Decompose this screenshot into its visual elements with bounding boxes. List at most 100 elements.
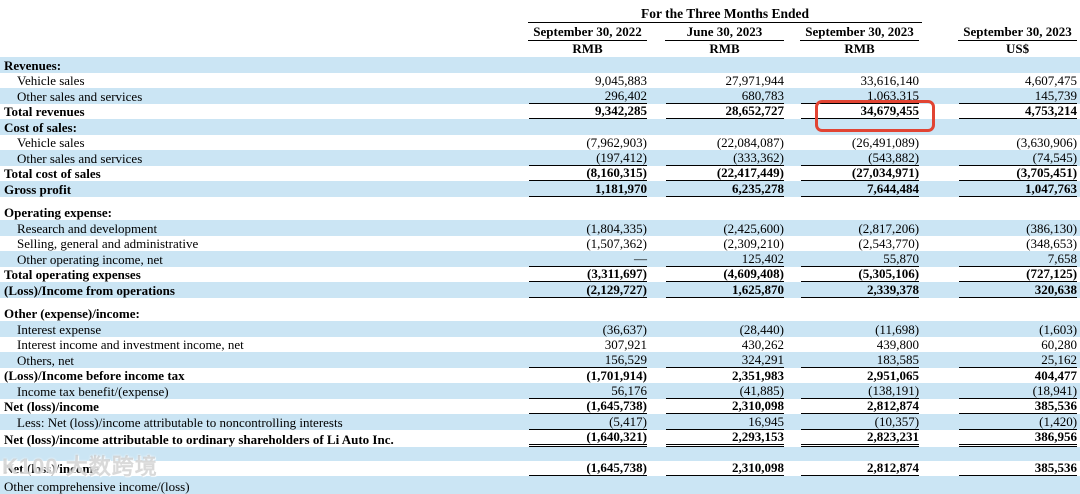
cell-value: (348,653) — [1026, 236, 1078, 251]
table-row: Total operating expenses (3,311,697) (4,60… — [0, 266, 1080, 282]
cell-value: 296,402 — [529, 89, 647, 104]
cell-value: (5,417) — [529, 415, 647, 430]
cell-value: 34,679,455 — [801, 104, 920, 119]
row-label: Other comprehensive income/(loss) — [4, 479, 190, 494]
table-row: Less: Net (loss)/income attributable to … — [0, 414, 1080, 430]
cell-value — [959, 131, 1077, 132]
cell-value: 2,310,098 — [666, 461, 784, 476]
table-row: Other sales and services 296,402 680,783 1,… — [0, 88, 1080, 104]
table-row: Vehicle sales (7,962,903) (22,084,087) (26,… — [0, 134, 1080, 150]
cell-value: 56,176 — [529, 384, 647, 399]
cell-value: 320,638 — [959, 283, 1078, 298]
cell-value: (8,160,315) — [529, 166, 647, 181]
table-row: Net (loss)/income (1,645,738) 2,310,098 2,8… — [0, 460, 1080, 476]
cell-value: (36,637) — [602, 321, 647, 337]
cell-value — [666, 216, 784, 217]
table-row: Interest expense (36,637) (28,440) (11,698)… — [0, 321, 1080, 337]
table-row: Interest income and investment income, n… — [0, 336, 1080, 352]
cell-value: 430,262 — [741, 337, 784, 352]
row-label: (Loss)/Income before income tax — [4, 368, 185, 383]
cell-value — [666, 131, 784, 132]
table-row: Total cost of sales (8,160,315) (22,417,44… — [0, 165, 1080, 181]
cell-value: 2,339,378 — [801, 283, 920, 298]
row-label: Net (loss)/income attributable to ordina… — [4, 431, 394, 447]
table-row: Others, net 156,529 324,291 183,585 25,162 — [0, 352, 1080, 368]
row-label: Research and development — [17, 220, 158, 236]
cell-value: 1,181,970 — [529, 182, 647, 197]
cell-value — [529, 216, 647, 217]
row-label: Revenues: — [4, 57, 62, 73]
table-row: Other comprehensive income/(loss) — [0, 476, 1080, 494]
cell-value: (74,545) — [959, 151, 1078, 166]
table-row: Other sales and services (197,412) (333,36… — [0, 150, 1080, 166]
table-row: Other (expense)/income: — [0, 305, 1080, 321]
cell-value — [801, 490, 919, 491]
cell-value: (28,440) — [739, 321, 784, 337]
cell-value: (4,609,408) — [666, 267, 784, 282]
table-row: Selling, general and administrative (1,50… — [0, 235, 1080, 251]
cell-value: 7,644,484 — [801, 182, 920, 197]
row-label: Other sales and services — [17, 150, 143, 166]
cell-value: 2,951,065 — [867, 368, 920, 383]
cell-value: (3,630,906) — [1016, 135, 1078, 150]
cell-value: 1,063,315 — [801, 89, 920, 104]
row-label: Net (loss)/income — [4, 461, 99, 476]
cell-value: (10,357) — [801, 415, 920, 430]
cell-value: (22,084,087) — [716, 135, 784, 150]
cell-value: 60,280 — [1041, 337, 1078, 352]
cell-value: 6,235,278 — [666, 182, 784, 197]
table-row: (Loss)/Income from operations (2,129,727)… — [0, 282, 1080, 298]
cell-value: (26,491,089) — [851, 135, 920, 150]
cell-value — [529, 131, 647, 132]
cell-value — [959, 490, 1077, 491]
cell-value: (1,640,321) — [529, 430, 647, 447]
cell-value: (1,603) — [1039, 321, 1078, 337]
cell-value: 1,625,870 — [666, 283, 784, 298]
row-label: Other (expense)/income: — [4, 306, 140, 321]
cell-value: 27,971,944 — [725, 73, 785, 88]
header-spacer — [922, 0, 1080, 23]
row-label: Interest income and investment income, n… — [17, 337, 244, 352]
cell-value: 2,823,231 — [801, 430, 920, 447]
column-header-unit: RMB — [709, 41, 740, 56]
cell-value: 145,739 — [959, 89, 1078, 104]
cell-value: 183,585 — [801, 353, 920, 368]
spacer-row — [0, 196, 1080, 205]
column-header-date: June 30, 2023 — [665, 25, 784, 41]
cell-value: 386,956 — [959, 430, 1078, 447]
cell-value: 125,402 — [666, 252, 784, 267]
cell-value: 4,753,214 — [959, 104, 1078, 119]
blank-row — [0, 446, 1080, 461]
cell-value: (41,885) — [666, 384, 784, 399]
cell-value — [959, 216, 1077, 217]
cell-value: (1,507,362) — [586, 236, 647, 251]
cell-value — [959, 69, 1077, 70]
row-label: Other operating income, net — [17, 251, 163, 267]
row-label: Total revenues — [4, 104, 85, 119]
cell-value — [666, 490, 784, 491]
table-row: Income tax benefit/(expense) 56,176 (41,88… — [0, 383, 1080, 399]
row-label: Less: Net (loss)/income attributable to … — [17, 414, 343, 430]
cell-value: (543,882) — [801, 151, 920, 166]
cell-value: 9,342,285 — [529, 104, 647, 119]
header-date-row: September 30, 2022 June 30, 2023 Septemb… — [0, 23, 1080, 41]
cell-value — [801, 131, 919, 132]
cell-value: (333,362) — [666, 151, 784, 166]
cell-value: (2,309,210) — [723, 236, 784, 251]
cell-value: (727,125) — [959, 267, 1078, 282]
cell-value: 4,607,475 — [1025, 73, 1078, 88]
cell-value — [529, 490, 647, 491]
cell-value: 33,616,140 — [860, 73, 920, 88]
cell-value — [529, 317, 647, 318]
column-header-unit: RMB — [844, 41, 875, 56]
cell-value: (1,804,335) — [586, 220, 647, 236]
cell-value: (2,817,206) — [858, 220, 920, 236]
row-label: Other sales and services — [17, 88, 143, 104]
cell-value: 2,293,153 — [666, 430, 784, 447]
cell-value — [801, 317, 919, 318]
cell-value: 2,351,983 — [732, 368, 784, 383]
row-label: Vehicle sales — [17, 73, 85, 88]
spacer-row — [0, 297, 1080, 306]
